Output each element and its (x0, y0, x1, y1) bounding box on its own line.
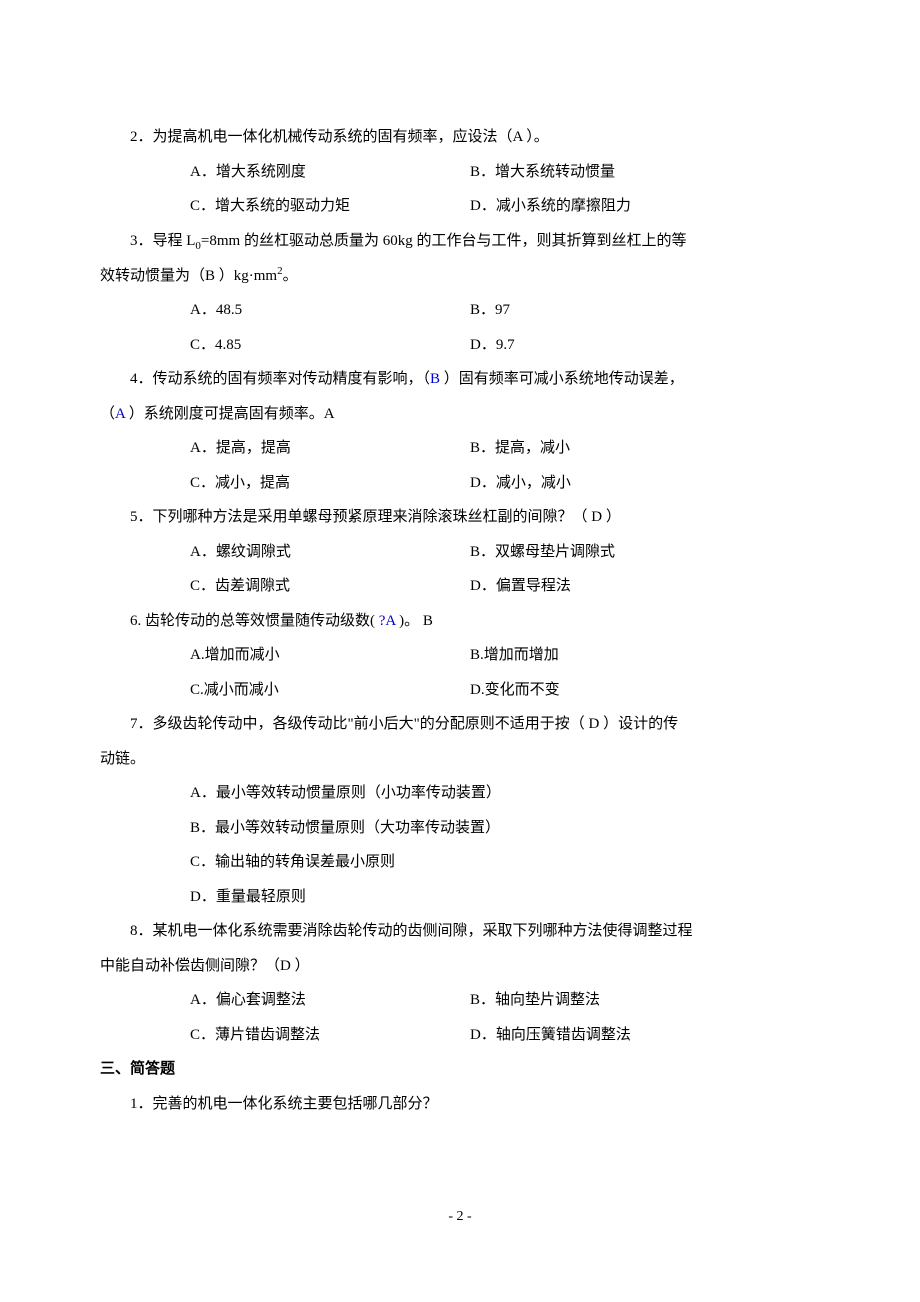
q2-stem: 2．为提高机电一体化机械传动系统的固有频率，应设法（A ）。 (100, 120, 820, 155)
q8-opt-c: C．薄片错齿调整法 (190, 1018, 470, 1053)
q6-stem: 6. 齿轮传动的总等效惯量随传动级数( ?A )。 B (100, 604, 820, 639)
q5-options-row1: A．螺纹调隙式 B．双螺母垫片调隙式 (100, 535, 820, 570)
q7-opt-b: B．最小等效转动惯量原则（大功率传动装置） (100, 811, 820, 846)
q5-options-row2: C．齿差调隙式 D．偏置导程法 (100, 569, 820, 604)
q4-options-row2: C．减小，提高 D．减小，减小 (100, 466, 820, 501)
q6-opt-a: A.增加而减小 (190, 638, 470, 673)
q2-opt-b: B．增大系统转动惯量 (470, 155, 820, 190)
q4-ans1: B (430, 371, 444, 387)
q2-options-row1: A．增大系统刚度 B．增大系统转动惯量 (100, 155, 820, 190)
section3-title: 三、简答题 (100, 1052, 820, 1087)
q3-opt-d: D．9.7 (470, 328, 820, 363)
q8-options-row1: A．偏心套调整法 B．轴向垫片调整法 (100, 983, 820, 1018)
q7-stem-line1: 7．多级齿轮传动中，各级传动比"前小后大"的分配原则不适用于按（ D ）设计的传 (100, 707, 820, 742)
q3-l2-pre: 效转动惯量为（B ）kg·mm (100, 268, 277, 284)
q6-pre: 6. 齿轮传动的总等效惯量随传动级数( (130, 613, 379, 629)
q2-opt-a: A．增大系统刚度 (190, 155, 470, 190)
q5-opt-d: D．偏置导程法 (470, 569, 820, 604)
q7-opt-c: C．输出轴的转角误差最小原则 (100, 845, 820, 880)
q4-l2-pre: （ (100, 406, 115, 422)
q3-options-row1: A．48.5 B．97 (100, 293, 820, 328)
q7-opt-a: A．最小等效转动惯量原则（小功率传动装置） (100, 776, 820, 811)
q2-opt-c: C．增大系统的驱动力矩 (190, 189, 470, 224)
q3-l1-pre: 3．导程 L (130, 233, 195, 249)
q7-stem-line2: 动链。 (100, 742, 820, 777)
q6-opt-d: D.变化而不变 (470, 673, 820, 708)
q3-opt-a: A．48.5 (190, 293, 470, 328)
q6-post: )。 B (395, 613, 433, 629)
q4-l1-post: ）固有频率可减小系统地传动误差， (444, 371, 684, 387)
q8-stem-line2: 中能自动补偿齿侧间隙？（D ） (100, 949, 820, 984)
q4-stem-line1: 4．传动系统的固有频率对传动精度有影响，（B ）固有频率可减小系统地传动误差， (100, 362, 820, 397)
q8-opt-a: A．偏心套调整法 (190, 983, 470, 1018)
q2-options-row2: C．增大系统的驱动力矩 D．减小系统的摩擦阻力 (100, 189, 820, 224)
q6-opt-b: B.增加而增加 (470, 638, 820, 673)
q4-opt-b: B．提高，减小 (470, 431, 820, 466)
q4-opt-a: A．提高，提高 (190, 431, 470, 466)
q6-options-row1: A.增加而减小 B.增加而增加 (100, 638, 820, 673)
q3-options-row2: C．4.85 D．9.7 (100, 328, 820, 363)
page-content: 2．为提高机电一体化机械传动系统的固有频率，应设法（A ）。 A．增大系统刚度 … (0, 0, 920, 1293)
q6-ans: ?A (379, 613, 396, 629)
q6-options-row2: C.减小而减小 D.变化而不变 (100, 673, 820, 708)
q4-options-row1: A．提高，提高 B．提高，减小 (100, 431, 820, 466)
q5-opt-c: C．齿差调隙式 (190, 569, 470, 604)
q8-stem-line1: 8．某机电一体化系统需要消除齿轮传动的齿侧间隙，采取下列哪种方法使得调整过程 (100, 914, 820, 949)
s3-q1: 1．完善的机电一体化系统主要包括哪几部分？ (100, 1087, 820, 1122)
q3-l1-mid: =8mm 的丝杠驱动总质量为 60kg 的工作台与工件，则其折算到丝杠上的等 (201, 233, 687, 249)
q3-opt-b: B．97 (470, 293, 820, 328)
q4-l1-pre: 4．传动系统的固有频率对传动精度有影响，（ (130, 371, 430, 387)
q8-opt-d: D．轴向压簧错齿调整法 (470, 1018, 820, 1053)
q3-opt-c: C．4.85 (190, 328, 470, 363)
q6-opt-c: C.减小而减小 (190, 673, 470, 708)
q7-opt-d: D．重量最轻原则 (100, 880, 820, 915)
q5-opt-a: A．螺纹调隙式 (190, 535, 470, 570)
page-number: - 2 - (100, 1201, 820, 1233)
q3-stem-line2: 效转动惯量为（B ）kg·mm2。 (100, 259, 820, 294)
q8-options-row2: C．薄片错齿调整法 D．轴向压簧错齿调整法 (100, 1018, 820, 1053)
q4-ans2: A (115, 406, 129, 422)
q3-stem-line1: 3．导程 L0=8mm 的丝杠驱动总质量为 60kg 的工作台与工件，则其折算到… (100, 224, 820, 259)
q4-l2-post: ）系统刚度可提高固有频率。A (129, 406, 335, 422)
q4-stem-line2: （A ）系统刚度可提高固有频率。A (100, 397, 820, 432)
q2-opt-d: D．减小系统的摩擦阻力 (470, 189, 820, 224)
q4-opt-d: D．减小，减小 (470, 466, 820, 501)
q5-stem: 5．下列哪种方法是采用单螺母预紧原理来消除滚珠丝杠副的间隙？（ D ） (100, 500, 820, 535)
q4-opt-c: C．减小，提高 (190, 466, 470, 501)
q3-l2-post: 。 (283, 268, 298, 284)
q5-opt-b: B．双螺母垫片调隙式 (470, 535, 820, 570)
q8-opt-b: B．轴向垫片调整法 (470, 983, 820, 1018)
